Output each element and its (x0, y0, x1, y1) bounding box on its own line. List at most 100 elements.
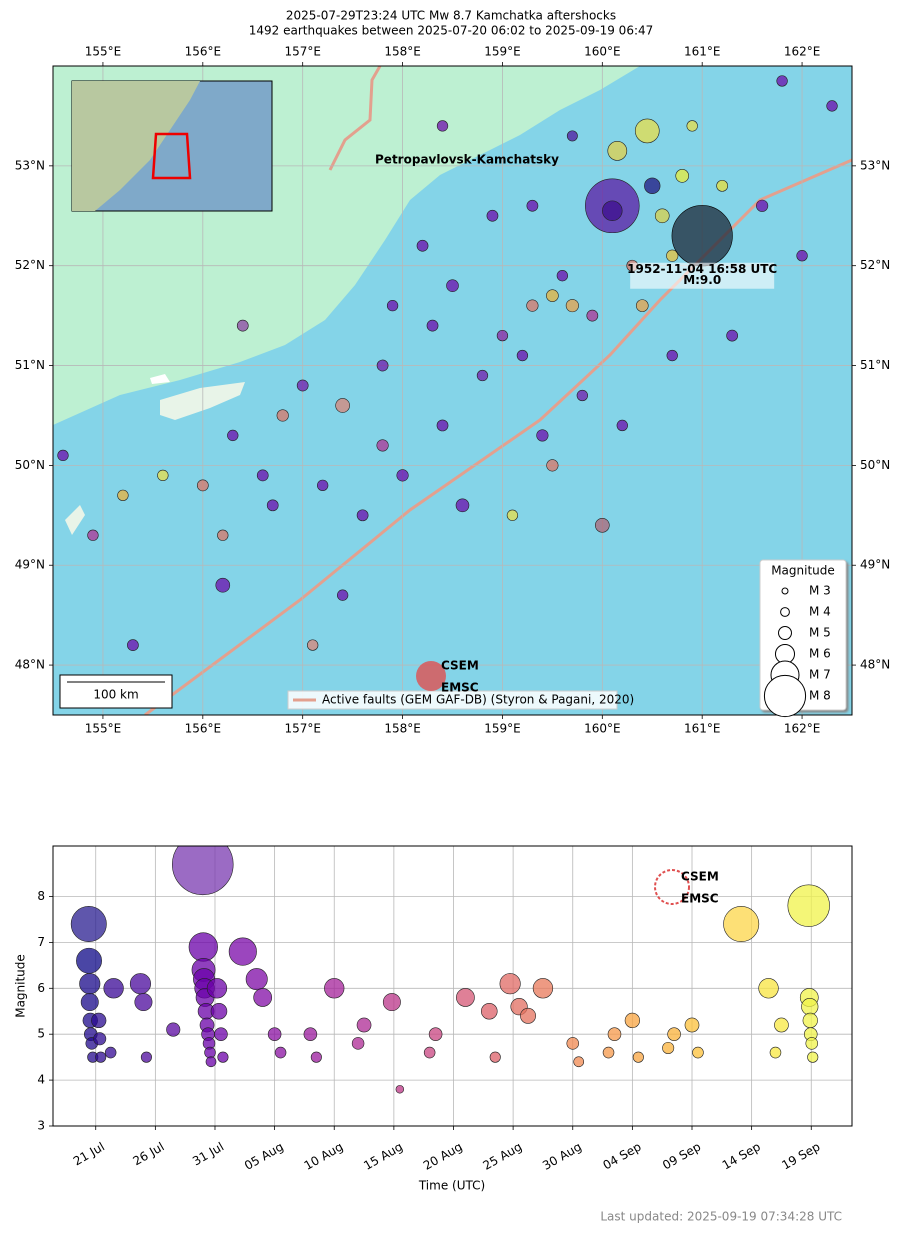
earthquake (76, 947, 102, 974)
earthquake (423, 1046, 436, 1059)
earthquake (428, 1027, 443, 1041)
x-tick-label: 30 Aug (540, 1140, 584, 1173)
earthquake (667, 1027, 681, 1041)
earthquake (796, 250, 808, 262)
earthquake (499, 973, 521, 995)
logo-text: EMSC (441, 681, 479, 695)
x-tick-label: 19 Sep (779, 1140, 822, 1173)
earthquake (91, 1012, 107, 1029)
earthquake (446, 279, 459, 292)
x-tick-label: 09 Sep (660, 1140, 703, 1173)
earthquake (716, 179, 729, 192)
x-tick-label: 10 Aug (302, 1140, 346, 1173)
legend-label: Active faults (GEM GAF-DB) (Styron & Pag… (322, 693, 634, 707)
scale-bar: 100 km (59, 674, 173, 709)
y-tick-label: 52°N (860, 258, 890, 272)
x-tick-label: 04 Sep (601, 1140, 644, 1173)
y-tick-label: 49°N (15, 558, 45, 572)
earthquake (117, 489, 129, 501)
x-tick-label: 21 Jul (71, 1140, 107, 1169)
earthquake (546, 459, 559, 472)
earthquake (236, 319, 249, 332)
earthquake (624, 1012, 641, 1029)
x-tick-label: 31 Jul (190, 1140, 226, 1169)
y-tick-label: 4 (37, 1073, 45, 1087)
earthquake (616, 419, 628, 432)
earthquake (586, 309, 599, 322)
earthquake (556, 270, 569, 282)
inset (71, 80, 273, 212)
earthquake (632, 1051, 644, 1063)
earthquake (396, 469, 409, 482)
earthquake (758, 978, 779, 999)
earthquake (644, 177, 661, 194)
earthquake (253, 988, 273, 1007)
earthquake (104, 1046, 117, 1059)
earthquake (196, 479, 209, 492)
earthquake (376, 439, 389, 452)
earthquake (807, 1051, 819, 1063)
earthquake (227, 429, 239, 442)
earthquake (756, 199, 769, 212)
legend-marker (781, 587, 789, 595)
earthquake (215, 577, 231, 593)
y-tick-label: 53°N (860, 158, 890, 172)
earthquake (476, 369, 489, 382)
earthquake (140, 1051, 152, 1063)
earthquake (172, 846, 234, 896)
scale-label: 100 km (93, 688, 138, 702)
earthquake (456, 988, 475, 1007)
earthquake (573, 1056, 585, 1068)
y-tick-label: 51°N (15, 358, 45, 372)
logo-mark (654, 869, 690, 905)
x-tick-label: 160°E (584, 45, 621, 59)
earthquake (157, 469, 169, 482)
earthquake (356, 509, 369, 522)
earthquake (70, 906, 107, 943)
x-tick-label: 158°E (384, 45, 421, 59)
y-tick-label: 48°N (860, 658, 890, 672)
earthquake (489, 1051, 501, 1063)
earthquake (336, 589, 349, 601)
x-tick-label: 15 Aug (361, 1140, 405, 1173)
earthquake (576, 389, 588, 402)
earthquake (684, 1017, 700, 1033)
earthquake (303, 1027, 318, 1041)
earthquake (166, 1022, 181, 1037)
earthquake (566, 130, 578, 142)
earthquake (595, 517, 610, 533)
x-tick-label: 155°E (85, 45, 122, 59)
earthquake (266, 499, 279, 512)
earthquake (607, 1027, 622, 1041)
earthquake (351, 1037, 365, 1050)
earthquake (787, 884, 830, 927)
y-tick-label: 8 (37, 889, 45, 903)
grid (53, 846, 852, 1126)
earthquake (335, 398, 350, 413)
logo-text: CSEM (441, 659, 479, 673)
legend-label: M 7 (809, 668, 831, 682)
earthquake (666, 349, 678, 362)
earthquake (426, 319, 439, 332)
earthquake (602, 1046, 615, 1059)
earthquake (805, 1037, 819, 1050)
earthquake (506, 509, 519, 521)
y-tick-label: 53°N (15, 158, 45, 172)
x-tick-label: 20 Aug (421, 1140, 465, 1173)
earthquake (802, 1012, 818, 1029)
city-label: Petropavlovsk-Kamchatsky (375, 153, 559, 167)
legend-box (287, 690, 618, 710)
historical-earthquake (671, 205, 733, 267)
earthquake (526, 199, 539, 212)
earthquake (188, 932, 218, 962)
earthquake (217, 1051, 229, 1063)
earthquake (769, 1046, 782, 1059)
earthquake (382, 993, 401, 1012)
earthquake (103, 978, 124, 999)
earthquake (129, 973, 152, 995)
subtitle: 1492 earthquakes between 2025-07-20 06:0… (249, 24, 654, 38)
earthquake (206, 978, 228, 999)
inset-region (151, 132, 192, 180)
